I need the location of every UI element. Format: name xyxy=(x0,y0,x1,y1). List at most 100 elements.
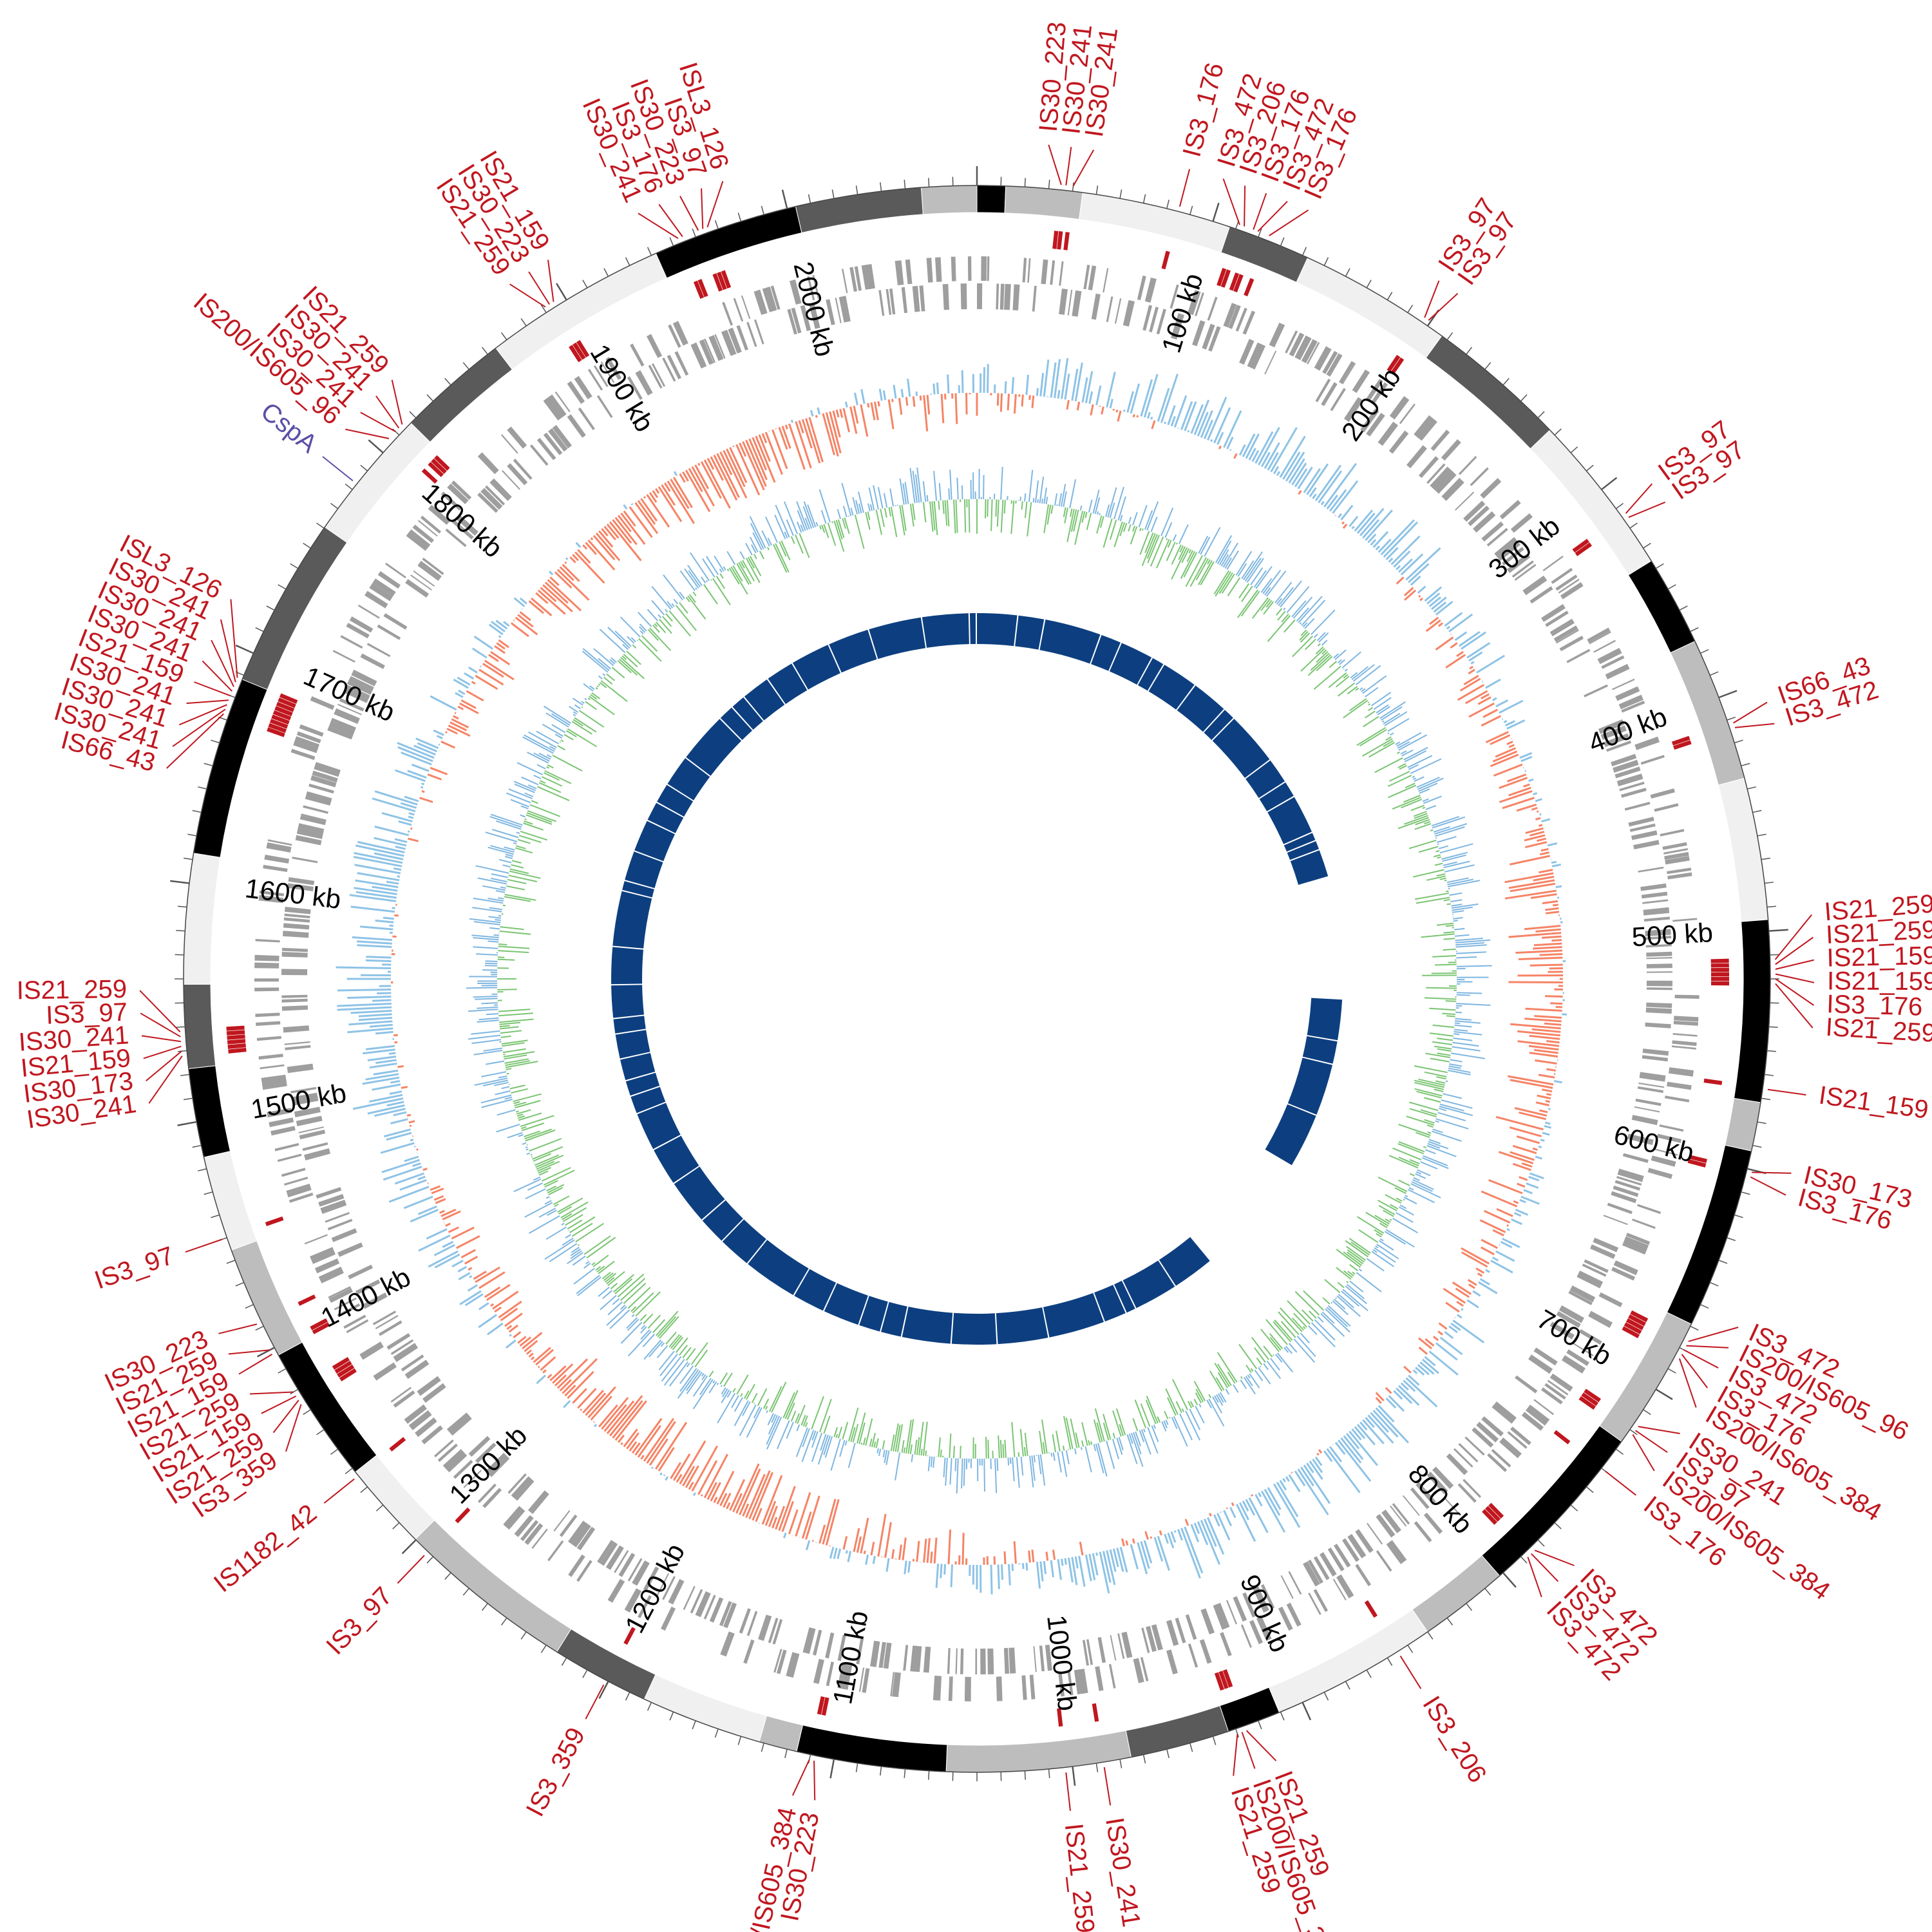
is-element-mark xyxy=(227,1043,246,1049)
callout-leader-line xyxy=(1428,292,1459,321)
gene-block xyxy=(1188,1643,1198,1668)
major-tick xyxy=(256,1347,275,1358)
homology-block xyxy=(720,707,753,741)
minor-tick xyxy=(392,428,400,436)
minor-tick xyxy=(462,362,469,370)
gene-block xyxy=(287,1186,312,1198)
gene-block xyxy=(330,717,356,732)
gene-block xyxy=(1642,899,1669,904)
gene-block xyxy=(304,1148,330,1160)
gene-block xyxy=(1432,1466,1454,1490)
gene-block xyxy=(1386,1543,1402,1564)
gene-block xyxy=(1074,1669,1083,1695)
ruler-segment xyxy=(324,422,431,544)
gene-block xyxy=(720,1631,735,1657)
is-element-mark xyxy=(1057,1708,1063,1727)
gene-block xyxy=(1473,511,1495,533)
callout-leader-line xyxy=(1399,1655,1422,1689)
homology-block xyxy=(1287,841,1319,860)
homology-block xyxy=(702,1200,743,1241)
homology-block xyxy=(1039,620,1101,664)
gene-block xyxy=(1662,842,1687,850)
gene-block xyxy=(567,381,585,404)
gene-block xyxy=(895,260,904,285)
homology-block xyxy=(1148,665,1195,710)
gene-block xyxy=(1577,1274,1602,1289)
gene-block xyxy=(1632,1218,1656,1229)
homology-block xyxy=(768,663,808,705)
gene-block xyxy=(1578,1329,1602,1345)
minor-tick xyxy=(444,377,451,386)
is-element-mark xyxy=(1626,1318,1644,1331)
homology-block xyxy=(744,679,785,721)
callout-leader-line xyxy=(1072,149,1095,187)
gene-block xyxy=(883,1642,892,1669)
gene-block xyxy=(302,1142,328,1151)
gene-block xyxy=(1326,353,1343,377)
is-element-label: IS3_97 xyxy=(45,998,128,1030)
gene-block xyxy=(1672,918,1698,922)
is-element-mark xyxy=(1581,1392,1598,1406)
homology-block xyxy=(613,1016,646,1034)
gene-block xyxy=(1634,1106,1660,1113)
gene-block xyxy=(605,1545,624,1570)
callout-leader-line xyxy=(1605,1470,1636,1496)
gene-block xyxy=(722,301,733,326)
gene-block xyxy=(315,762,341,773)
gene-block xyxy=(703,1595,716,1620)
gene-block xyxy=(420,515,441,534)
gene-block xyxy=(643,1566,659,1591)
ruler-segment xyxy=(183,983,216,1070)
gene-block xyxy=(656,1573,670,1597)
gene-block xyxy=(369,583,393,601)
gene-block xyxy=(393,1343,419,1362)
gene-block xyxy=(662,1576,676,1600)
minor-tick xyxy=(647,247,652,256)
gene-block xyxy=(772,1619,783,1645)
gene-block xyxy=(1672,1040,1697,1046)
gene-block xyxy=(385,562,406,578)
gene-block xyxy=(1365,379,1383,402)
gene-block xyxy=(303,805,328,814)
is-element-mark xyxy=(227,1039,246,1045)
gene-block xyxy=(410,574,432,591)
gene-block xyxy=(422,557,444,575)
gene-block xyxy=(1235,307,1247,332)
is-element-mark xyxy=(1710,963,1729,968)
homology-block xyxy=(969,613,976,645)
gene-block xyxy=(1556,629,1579,644)
minor-tick xyxy=(345,1468,353,1475)
callout-leader-line xyxy=(509,283,546,308)
gene-block xyxy=(766,287,777,312)
gene-block xyxy=(980,1648,986,1674)
gene-block xyxy=(878,1642,886,1668)
gene-block xyxy=(1430,466,1452,489)
callout-leader-line xyxy=(238,1354,273,1375)
gene-block xyxy=(1549,618,1575,636)
minor-tick xyxy=(784,1749,788,1758)
gene-block xyxy=(1476,1421,1499,1443)
gene-block xyxy=(800,305,811,332)
gene-block xyxy=(960,283,967,310)
gene-block xyxy=(1059,261,1064,286)
gene-block xyxy=(960,1648,964,1674)
callout-leader-line xyxy=(141,1035,181,1043)
gene-block xyxy=(695,1591,711,1618)
gene-block xyxy=(451,480,472,500)
gene-block xyxy=(1549,1321,1575,1340)
gene-block xyxy=(1620,788,1647,798)
gene-block xyxy=(255,939,280,943)
homology-block xyxy=(654,1135,699,1183)
gene-block xyxy=(277,1153,302,1162)
minor-tick xyxy=(1734,739,1743,744)
callout-leader-line xyxy=(585,1684,605,1719)
is-element-mark xyxy=(569,345,582,363)
is-element-mark xyxy=(1687,1159,1707,1168)
gene-block xyxy=(632,1560,650,1586)
gene-block xyxy=(299,815,327,826)
is-element-label: IS21_259 xyxy=(1825,1013,1932,1048)
gene-block xyxy=(987,256,990,281)
callout-leader-line xyxy=(272,1399,299,1434)
gene-block xyxy=(1390,1505,1407,1527)
homology-block xyxy=(611,985,644,1018)
